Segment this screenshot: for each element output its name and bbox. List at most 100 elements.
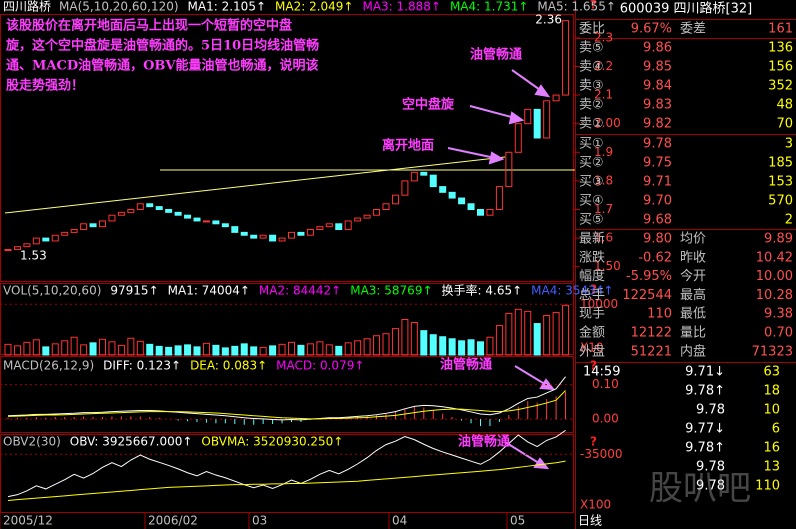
quote-cell: 买② xyxy=(579,156,604,171)
volume-bar xyxy=(382,333,390,356)
volume-bar xyxy=(477,341,484,356)
legend-item: DIFF: 0.123↑ xyxy=(103,359,181,373)
date-label: 2006/02 xyxy=(148,514,198,528)
volume-bar xyxy=(552,311,560,356)
quote-cell: 352 xyxy=(768,79,793,94)
quote-cell: 10.28 xyxy=(756,288,793,303)
candle xyxy=(89,223,97,228)
candle xyxy=(23,243,31,248)
candle xyxy=(4,249,12,252)
candle xyxy=(165,208,173,213)
volume-bar xyxy=(61,340,69,356)
volume-bar xyxy=(23,341,31,356)
quote-cell: 0.70 xyxy=(764,326,793,341)
quote-cell: 9.70 xyxy=(643,194,672,209)
volume-bar xyxy=(51,343,59,356)
quote-cell: 买① xyxy=(579,137,604,152)
legend-item: MA3: 1.888↑ xyxy=(362,0,440,14)
tick-volume: 13 xyxy=(763,460,780,475)
volume-bar xyxy=(250,346,258,356)
candle xyxy=(382,203,390,210)
volume-bar xyxy=(306,343,314,356)
svg-text:?: ? xyxy=(590,359,597,373)
y-tick-label: 1.6 xyxy=(594,231,613,245)
volume-bar xyxy=(354,340,362,356)
candle xyxy=(325,223,333,228)
volume-bar xyxy=(439,336,447,356)
quote-cell: 买⑤ xyxy=(579,213,604,228)
quote-cell: 最新 xyxy=(579,231,605,247)
volume-bar xyxy=(108,341,116,356)
volume-bar xyxy=(533,323,541,356)
period-label: 日线 xyxy=(578,514,602,528)
volume-bar xyxy=(174,345,182,356)
candle xyxy=(495,186,503,210)
quote-cell: 卖① xyxy=(579,117,604,132)
quote-cell: 153 xyxy=(768,175,793,190)
y-tick-label: 2.1 xyxy=(594,88,613,102)
tick-price: 9.71↓ xyxy=(685,365,725,380)
volume-bar xyxy=(165,346,173,356)
date-label: 04 xyxy=(392,514,407,528)
candle xyxy=(240,231,248,236)
quote-cell: 最高 xyxy=(680,287,706,303)
legend-item: MA1: 2.105↑ xyxy=(188,0,266,14)
volume-bar xyxy=(278,343,286,356)
quote-cell: 161 xyxy=(768,22,793,37)
volume-bar xyxy=(32,339,40,356)
volume-bar xyxy=(42,346,50,356)
candle xyxy=(288,231,295,239)
y-tick-label: 2.3 xyxy=(594,30,613,44)
candle xyxy=(391,194,399,205)
note-text: 该股股价在离开地面后马上出现一个短暂的空中盘 xyxy=(6,18,292,34)
volume-bar xyxy=(391,328,399,356)
volume-bar xyxy=(335,345,343,356)
candle xyxy=(448,191,456,199)
quote-cell: 9.86 xyxy=(643,41,672,56)
note-text: 通、MACD油管畅通，OBV能量油管也畅通，说明该 xyxy=(6,58,319,74)
y-tick-label: 1.50 xyxy=(594,259,621,273)
quote-cell: 委差 xyxy=(680,22,706,37)
legend-item: MA4: 1.731↑ xyxy=(450,0,528,14)
quote-cell: 2 xyxy=(785,213,793,228)
volume-bar xyxy=(316,341,324,356)
volume-bar xyxy=(221,347,229,356)
quote-cell: 买④ xyxy=(579,194,604,209)
candle xyxy=(373,208,381,216)
volume-bar xyxy=(99,338,106,356)
volume-bar xyxy=(297,344,305,356)
quote-cell: 现手 xyxy=(579,307,605,322)
note-text: 离开地面 xyxy=(382,138,434,154)
legend-item: DEA: 0.083↑ xyxy=(190,359,267,373)
candle xyxy=(410,171,418,182)
quote-cell: 卖⑤ xyxy=(579,41,604,56)
quote-cell: 12122 xyxy=(631,326,672,341)
volume-bar xyxy=(505,312,513,356)
quote-cell: 最低 xyxy=(680,307,706,322)
candle xyxy=(552,94,560,102)
candle xyxy=(467,203,475,210)
quote-cell: 幅度 xyxy=(579,268,605,284)
quote-cell: 量比 xyxy=(680,326,706,341)
legend-item: MA2: 2.049↑ xyxy=(275,0,353,14)
quote-cell: 涨跌 xyxy=(579,249,605,265)
y-tick-label: 10000 xyxy=(580,297,618,311)
candle xyxy=(344,220,352,231)
quote-cell: 昨收 xyxy=(680,250,706,265)
candle xyxy=(562,20,570,96)
chart-title: 四川路桥 xyxy=(3,0,51,14)
tick-price: 9.77↓ xyxy=(685,422,725,437)
candle xyxy=(221,223,229,228)
tick-volume: 63 xyxy=(763,365,780,380)
candle xyxy=(269,234,277,242)
volume-bar xyxy=(562,304,570,356)
volume-bar xyxy=(288,341,295,356)
quote-cell: 156 xyxy=(768,60,793,75)
volume-bar xyxy=(269,345,277,356)
candle xyxy=(202,220,210,223)
candle xyxy=(316,226,324,231)
volume-bar xyxy=(70,336,78,356)
quote-cell: 10.00 xyxy=(756,269,793,284)
quote-cell: 71323 xyxy=(752,344,793,359)
